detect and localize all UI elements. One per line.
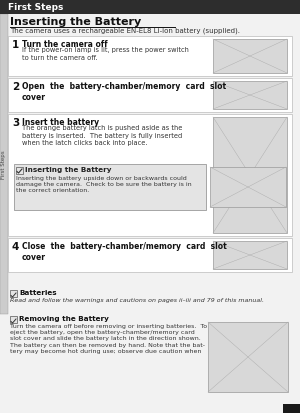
Text: First Steps: First Steps	[8, 2, 63, 12]
Text: Read and follow the warnings and cautions on pages ii–iii and 79 of this manual.: Read and follow the warnings and caution…	[10, 298, 264, 303]
Bar	[213, 117, 287, 233]
Text: The camera uses a rechargeable EN-EL8 Li-ion battery (supplied).: The camera uses a rechargeable EN-EL8 Li…	[10, 28, 240, 35]
Text: 1: 1	[12, 40, 19, 50]
Bar	[208, 322, 288, 392]
Bar	[8, 78, 292, 112]
Bar	[213, 39, 287, 73]
Text: The orange battery latch is pushed aside as the
battery is inserted.  The batter: The orange battery latch is pushed aside…	[22, 125, 182, 146]
Bar	[0, 0, 300, 14]
Bar	[8, 238, 292, 272]
Text: Close  the  battery-chamber/memory  card  slot
cover: Close the battery-chamber/memory card sl…	[22, 242, 227, 262]
Bar	[213, 241, 287, 269]
Text: Turn the camera off before removing or inserting batteries.  To
eject the batter: Turn the camera off before removing or i…	[10, 324, 207, 354]
Bar	[10, 316, 17, 323]
Text: Removing the Battery: Removing the Battery	[19, 316, 109, 322]
Text: Insert the battery: Insert the battery	[22, 118, 99, 127]
Bar	[10, 290, 17, 297]
Bar	[16, 167, 23, 174]
Bar	[210, 167, 286, 207]
Bar	[8, 114, 292, 236]
Text: Inserting the Battery: Inserting the Battery	[25, 167, 112, 173]
Text: If the power-on lamp is lit, press the power switch
to turn the camera off.: If the power-on lamp is lit, press the p…	[22, 47, 189, 61]
Text: 2: 2	[12, 82, 19, 92]
Text: Inserting the Battery: Inserting the Battery	[10, 17, 141, 27]
Text: Batteries: Batteries	[19, 290, 57, 296]
Text: 3: 3	[12, 118, 19, 128]
Text: 4: 4	[12, 242, 20, 252]
Bar	[213, 81, 287, 109]
Bar	[283, 404, 300, 413]
Text: Open  the  battery-chamber/memory  card  slot
cover: Open the battery-chamber/memory card slo…	[22, 82, 226, 102]
Text: First Steps: First Steps	[2, 151, 7, 179]
Text: Inserting the battery upside down or backwards could
damage the camera.  Check t: Inserting the battery upside down or bac…	[16, 176, 192, 193]
Bar	[8, 36, 292, 76]
Text: Turn the camera off: Turn the camera off	[22, 40, 108, 49]
Bar	[14, 164, 206, 210]
Bar	[0, 14, 8, 314]
